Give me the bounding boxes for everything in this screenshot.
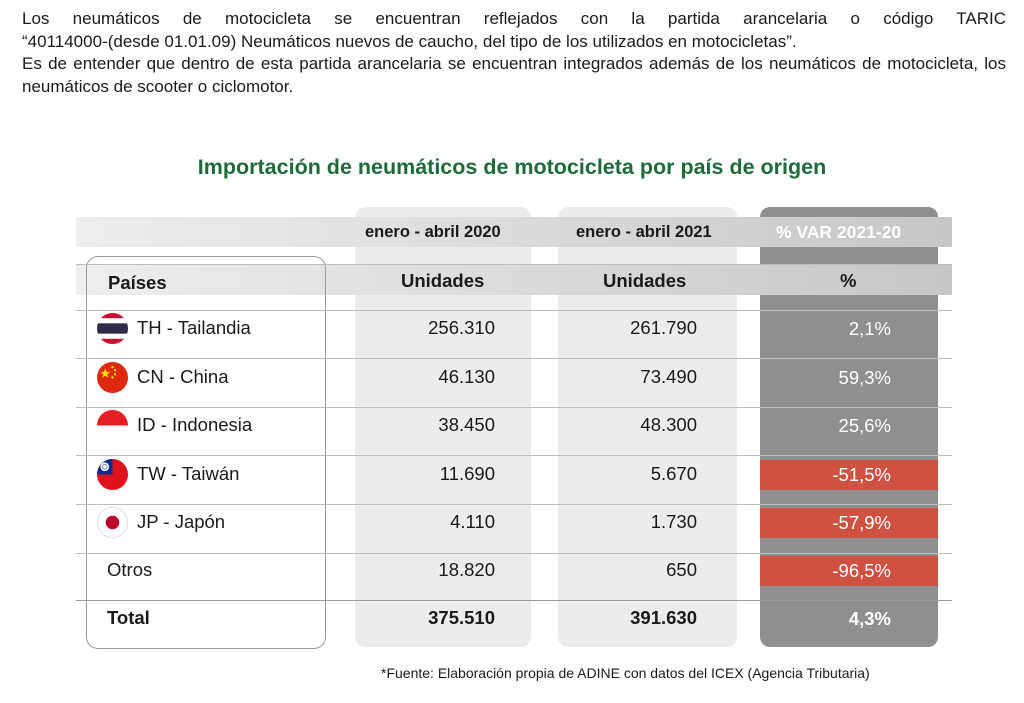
value-2020: 11.690 <box>439 463 495 484</box>
total-var: 4,3% <box>848 608 891 629</box>
row-divider <box>76 310 952 312</box>
country-name: TW - Taiwán <box>137 463 240 484</box>
var-value: -51,5% <box>832 464 891 485</box>
var-value: 25,6% <box>838 415 891 436</box>
thailand-flag-icon <box>97 313 128 344</box>
divider <box>76 264 952 266</box>
value-2021: 73.490 <box>640 366 697 387</box>
var-value: 2,1% <box>848 318 891 339</box>
var-value: -57,9% <box>832 512 891 533</box>
var-cell: 2,1% <box>760 314 938 344</box>
total-divider <box>76 600 952 602</box>
intro-text: Los neumáticos de motocicleta se encuent… <box>22 8 1006 98</box>
taiwan-flag-icon <box>97 459 128 490</box>
var-period-label: % VAR 2021-20 <box>776 222 902 242</box>
country-name: CN - China <box>137 366 229 387</box>
var-cell-negative: -51,5% <box>760 460 938 490</box>
header-percent: % <box>840 270 857 291</box>
value-2020: 256.310 <box>428 317 495 338</box>
var-cell-negative: -96,5% <box>760 556 938 586</box>
country-name: TH - Tailandia <box>137 317 251 338</box>
var-value: -96,5% <box>832 560 891 581</box>
intro-line-2: “40114000-(desde 01.01.09) Neumáticos nu… <box>22 31 797 51</box>
row-divider <box>76 407 952 409</box>
value-2020: 38.450 <box>438 414 495 435</box>
total-2021: 391.630 <box>630 607 697 628</box>
row-divider <box>76 504 952 506</box>
country-name: JP - Japón <box>137 511 226 532</box>
period-header-stripe <box>76 217 952 247</box>
countries-box <box>86 256 326 649</box>
intro-paragraph-2: Es de entender que dentro de esta partid… <box>22 54 1006 96</box>
country-name: ID - Indonesia <box>137 414 253 435</box>
total-var-cell: 4,3% <box>760 604 938 634</box>
value-2021: 1.730 <box>650 511 697 532</box>
value-2020: 46.130 <box>438 366 495 387</box>
period-2020-label: enero - abril 2020 <box>365 223 501 241</box>
country-name: Otros <box>107 559 153 580</box>
total-label: Total <box>107 607 150 628</box>
intro-line-1: Los neumáticos de motocicleta se encuent… <box>22 9 1006 28</box>
value-2020: 4.110 <box>450 511 495 532</box>
header-units-2021: Unidades <box>603 270 687 291</box>
column-header-stripe <box>76 265 952 295</box>
period-2021-label: enero - abril 2021 <box>576 223 712 241</box>
total-2020: 375.510 <box>428 607 495 628</box>
row-divider <box>76 553 952 555</box>
value-2021: 650 <box>666 559 697 580</box>
value-2021: 5.670 <box>650 463 697 484</box>
table-title: Importación de neumáticos de motocicleta… <box>197 155 827 179</box>
indonesia-flag-icon <box>97 410 128 441</box>
value-2021: 48.300 <box>640 414 697 435</box>
var-cell: 59,3% <box>760 363 938 393</box>
var-cell-negative: -57,9% <box>760 508 938 538</box>
header-countries: Países <box>108 272 167 293</box>
var-cell: 25,6% <box>760 411 938 441</box>
china-flag-icon <box>97 362 128 393</box>
header-units-2020: Unidades <box>401 270 485 291</box>
japan-flag-icon <box>97 507 128 538</box>
row-divider <box>76 358 952 360</box>
value-2020: 18.820 <box>438 559 495 580</box>
value-2021: 261.790 <box>630 317 697 338</box>
var-value: 59,3% <box>838 367 891 388</box>
row-divider <box>76 455 952 457</box>
source-footnote: *Fuente: Elaboración propia de ADINE con… <box>381 665 870 681</box>
